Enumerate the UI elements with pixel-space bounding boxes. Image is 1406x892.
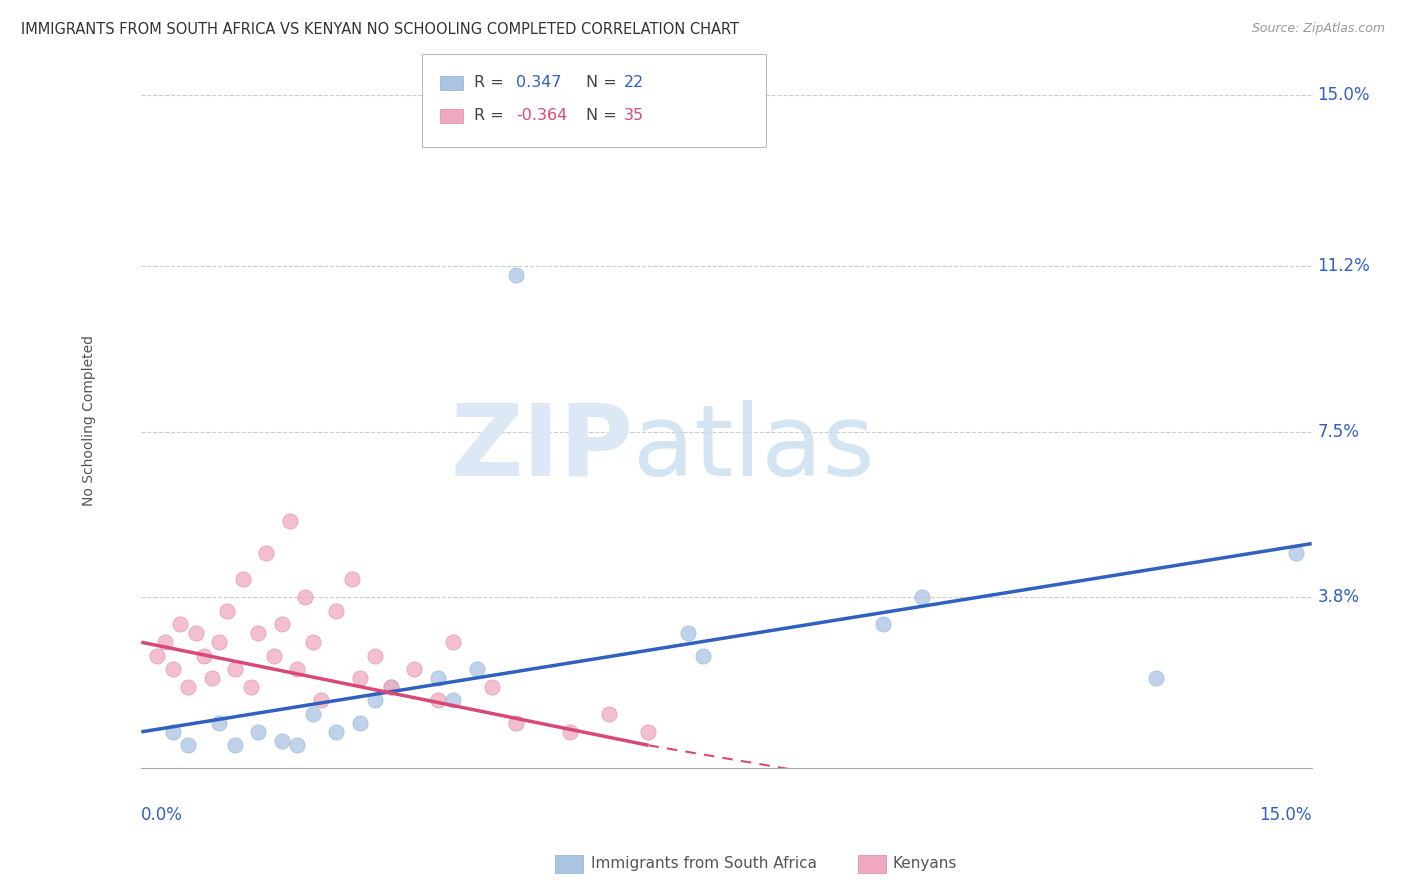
- Text: R =: R =: [474, 76, 509, 90]
- Point: [184, 626, 207, 640]
- Text: 3.8%: 3.8%: [1317, 589, 1360, 607]
- Point: [380, 680, 402, 694]
- Point: [349, 671, 371, 685]
- Point: [162, 724, 184, 739]
- Point: [1144, 671, 1167, 685]
- Point: [404, 662, 426, 676]
- Text: Source: ZipAtlas.com: Source: ZipAtlas.com: [1251, 22, 1385, 36]
- Point: [1285, 545, 1308, 559]
- Text: 22: 22: [624, 76, 644, 90]
- Point: [270, 617, 292, 632]
- Point: [177, 739, 200, 753]
- Point: [676, 626, 699, 640]
- Text: 0.0%: 0.0%: [142, 805, 183, 824]
- Point: [287, 662, 309, 676]
- Text: ZIP: ZIP: [450, 400, 633, 497]
- Point: [270, 734, 292, 748]
- Point: [239, 680, 262, 694]
- Point: [872, 617, 894, 632]
- Point: [598, 706, 620, 721]
- Text: 7.5%: 7.5%: [1317, 423, 1360, 441]
- Text: R =: R =: [474, 109, 509, 123]
- Text: IMMIGRANTS FROM SOUTH AFRICA VS KENYAN NO SCHOOLING COMPLETED CORRELATION CHART: IMMIGRANTS FROM SOUTH AFRICA VS KENYAN N…: [21, 22, 740, 37]
- Point: [325, 604, 347, 618]
- Point: [302, 706, 325, 721]
- Text: No Schooling Completed: No Schooling Completed: [82, 334, 96, 506]
- Point: [302, 635, 325, 649]
- Text: 35: 35: [624, 109, 644, 123]
- Point: [309, 693, 332, 707]
- Point: [505, 268, 527, 282]
- Point: [146, 648, 169, 663]
- Point: [224, 662, 246, 676]
- Point: [481, 680, 503, 694]
- Point: [177, 680, 200, 694]
- Point: [263, 648, 285, 663]
- Point: [325, 724, 347, 739]
- Point: [208, 715, 231, 730]
- Point: [910, 591, 932, 605]
- Point: [200, 671, 222, 685]
- Point: [232, 573, 254, 587]
- Point: [169, 617, 191, 632]
- Text: 11.2%: 11.2%: [1317, 257, 1371, 275]
- Point: [426, 693, 449, 707]
- Point: [364, 693, 387, 707]
- Text: atlas: atlas: [633, 400, 875, 497]
- Text: Immigrants from South Africa: Immigrants from South Africa: [591, 856, 817, 871]
- Point: [294, 591, 316, 605]
- Text: N =: N =: [586, 76, 623, 90]
- Text: N =: N =: [586, 109, 623, 123]
- Point: [153, 635, 176, 649]
- Point: [247, 626, 270, 640]
- Point: [340, 573, 363, 587]
- Text: -0.364: -0.364: [516, 109, 567, 123]
- Point: [208, 635, 231, 649]
- Point: [287, 739, 309, 753]
- Point: [637, 724, 659, 739]
- Text: 0.347: 0.347: [516, 76, 561, 90]
- Point: [278, 514, 301, 528]
- Point: [426, 671, 449, 685]
- Point: [254, 545, 277, 559]
- Point: [349, 715, 371, 730]
- Point: [441, 693, 464, 707]
- Point: [217, 604, 239, 618]
- Point: [162, 662, 184, 676]
- Point: [224, 739, 246, 753]
- Point: [380, 680, 402, 694]
- Point: [193, 648, 215, 663]
- Point: [505, 715, 527, 730]
- Point: [692, 648, 714, 663]
- Text: 15.0%: 15.0%: [1260, 805, 1312, 824]
- Text: Kenyans: Kenyans: [893, 856, 957, 871]
- Text: 15.0%: 15.0%: [1317, 87, 1369, 104]
- Point: [465, 662, 488, 676]
- Point: [364, 648, 387, 663]
- Point: [247, 724, 270, 739]
- Point: [560, 724, 582, 739]
- Point: [441, 635, 464, 649]
